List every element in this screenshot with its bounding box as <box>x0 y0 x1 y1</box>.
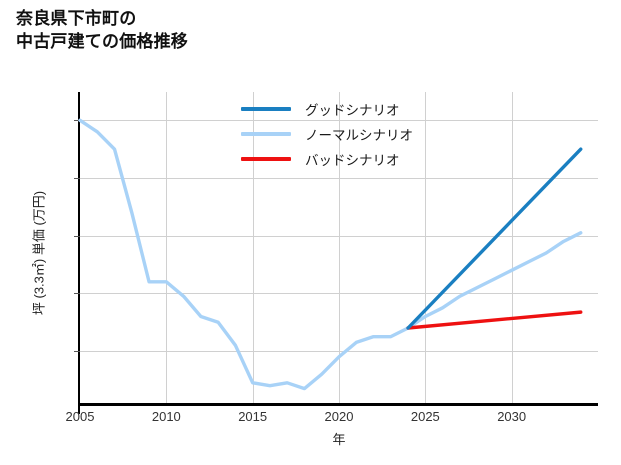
x-tick-label: 2025 <box>410 409 440 424</box>
chart-legend: グッドシナリオ ノーマルシナリオ バッドシナリオ <box>241 96 431 171</box>
gridline <box>511 92 513 403</box>
x-tick-label: 2010 <box>151 409 181 424</box>
gridline <box>339 92 340 403</box>
series-line <box>78 118 583 391</box>
legend-label-normal: ノーマルシナリオ <box>305 127 413 143</box>
legend-swatch-bad-icon <box>241 156 291 161</box>
legend-swatch-good-icon <box>241 106 291 111</box>
legend-swatch-normal-icon <box>241 131 291 136</box>
gridline <box>166 92 168 403</box>
legend-item-normal: ノーマルシナリオ <box>241 121 431 146</box>
x-tick-label: 2020 <box>324 409 354 424</box>
legend-item-good: グッドシナリオ <box>241 96 431 121</box>
y-tick-mark <box>74 293 80 295</box>
legend-label-good: グッドシナリオ <box>305 102 400 118</box>
y-axis-title: 坪 (3.3㎡) 単価 (万円) <box>31 190 47 316</box>
legend-label-bad: バッドシナリオ <box>305 152 400 168</box>
x-axis-line <box>78 403 598 406</box>
x-tick-label: 2005 <box>65 409 95 424</box>
series-lines <box>78 118 583 391</box>
y-axis-line <box>78 92 80 414</box>
legend-item-bad: バッドシナリオ <box>241 146 431 171</box>
x-tick-label: 2030 <box>497 409 527 424</box>
series-line <box>406 310 583 330</box>
y-tick-mark <box>74 235 80 237</box>
y-tick-mark <box>74 120 80 122</box>
chart-title: 奈良県下市町の 中古戸建ての価格推移 <box>16 9 188 51</box>
y-tick-mark <box>74 178 80 179</box>
y-tick-mark <box>74 351 80 353</box>
x-tick-label: 2015 <box>238 409 268 424</box>
series-line <box>406 147 583 330</box>
x-axis-title: 年 <box>332 432 346 447</box>
gridline <box>252 92 254 403</box>
gridline <box>425 92 427 403</box>
